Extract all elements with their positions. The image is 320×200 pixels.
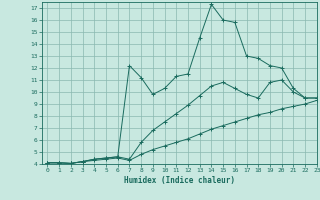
- X-axis label: Humidex (Indice chaleur): Humidex (Indice chaleur): [124, 176, 235, 185]
